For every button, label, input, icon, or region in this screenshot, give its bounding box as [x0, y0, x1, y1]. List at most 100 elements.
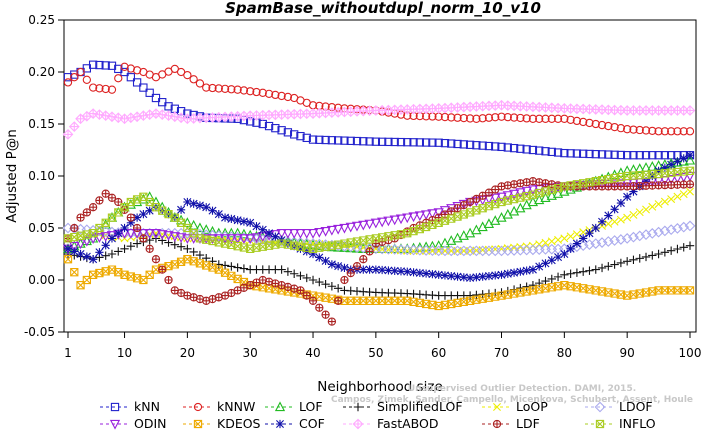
cof-point	[541, 259, 550, 268]
fastabod-point	[81, 110, 93, 122]
simplifiedlof-point	[585, 266, 594, 275]
cof-point	[271, 232, 280, 241]
cof-point	[208, 206, 217, 215]
cof-point	[214, 210, 223, 219]
knnw-point	[478, 114, 487, 123]
odin-point	[157, 230, 168, 240]
legend-marker	[275, 419, 285, 429]
knnw-point	[566, 115, 575, 124]
knnw-point	[220, 84, 230, 93]
knnw-point	[283, 92, 293, 102]
ldof-point	[609, 235, 620, 246]
cof-point	[484, 271, 494, 281]
cof-point	[459, 273, 468, 282]
knn-point	[459, 140, 468, 149]
cof-point	[491, 271, 500, 280]
knnw-point	[522, 114, 531, 123]
knnw-point	[516, 113, 525, 123]
ldof-point	[489, 245, 501, 257]
cof-point	[252, 222, 261, 231]
knnw-point	[183, 70, 192, 80]
knn-point	[629, 151, 638, 160]
cof-point	[623, 192, 632, 201]
knn-point	[635, 151, 644, 160]
cof-point	[327, 260, 336, 269]
odin-point	[307, 229, 319, 239]
knn-point	[484, 141, 494, 151]
simplifiedlof-point	[120, 244, 129, 253]
odin-point	[276, 229, 287, 239]
knnw-point	[491, 113, 500, 122]
knn-point	[610, 150, 619, 159]
odin-point	[81, 236, 92, 247]
odin-point	[427, 209, 438, 220]
y-tick-label: 0.05	[28, 221, 55, 235]
knnw-point	[604, 121, 613, 131]
knn-point	[421, 138, 431, 147]
knnw-point	[453, 113, 462, 122]
cof-point	[296, 244, 305, 253]
lof-point	[534, 194, 545, 205]
odin-point	[169, 232, 180, 242]
ldof-point	[684, 220, 696, 232]
cof-point	[340, 263, 349, 272]
cof-point	[597, 217, 607, 226]
knn-point	[560, 148, 569, 158]
knnw-point	[597, 120, 607, 130]
simplifiedlof-point	[183, 244, 192, 253]
cof-point	[107, 234, 117, 243]
ldf-point	[145, 244, 154, 253]
knnw-point	[497, 112, 506, 121]
odin-point	[389, 215, 400, 226]
simplifiedlof-point	[333, 284, 343, 293]
cof-point	[390, 266, 399, 275]
ldf-point	[183, 291, 192, 300]
loop-point	[635, 208, 644, 217]
cof-point	[283, 239, 292, 248]
knn-point	[139, 83, 148, 92]
simplifiedlof-point	[302, 273, 311, 283]
odin-point	[527, 185, 539, 196]
ldof-point	[646, 228, 658, 239]
knnw-point	[195, 79, 205, 88]
cof-point	[396, 267, 406, 276]
cof-point	[176, 205, 186, 214]
knnw-point	[88, 83, 98, 92]
ldf-point	[334, 296, 343, 305]
ldof-point	[602, 236, 614, 247]
cof-point	[70, 247, 79, 256]
knnw-point	[610, 122, 619, 132]
cof-point	[321, 256, 330, 266]
simplifiedlof-point	[465, 291, 475, 300]
cof-point	[610, 205, 619, 214]
lof-point	[559, 186, 570, 196]
odin-point	[301, 229, 312, 239]
knn-point	[572, 149, 582, 158]
knn-point	[522, 145, 531, 154]
ldf-point	[101, 189, 110, 198]
knn-point	[384, 137, 393, 147]
ldf-point	[95, 196, 104, 205]
cof-point	[648, 171, 657, 181]
simplifiedlof-point	[641, 252, 651, 262]
legend-marker	[352, 418, 364, 430]
knnw-point	[120, 62, 129, 71]
cof-point	[553, 253, 563, 262]
cof-point	[667, 160, 676, 169]
simplifiedlof-point	[660, 248, 670, 257]
ldf-point	[359, 255, 368, 264]
knnw-point	[535, 114, 544, 123]
cof-point	[466, 273, 475, 283]
knn-point	[491, 142, 500, 151]
knn-point	[528, 145, 538, 155]
watermark-line-2: Campos, Zimek, Sander, Campello, Micenko…	[331, 395, 693, 405]
ldof-point	[665, 224, 677, 236]
legend-label: LDF	[516, 416, 540, 431]
legend-marker	[594, 401, 606, 413]
cof-point	[195, 201, 205, 210]
odin-point	[433, 208, 444, 218]
simplifiedlof-point	[679, 243, 688, 252]
knnw-point	[132, 66, 142, 75]
knnw-point	[95, 84, 104, 93]
cof-point	[566, 244, 575, 253]
